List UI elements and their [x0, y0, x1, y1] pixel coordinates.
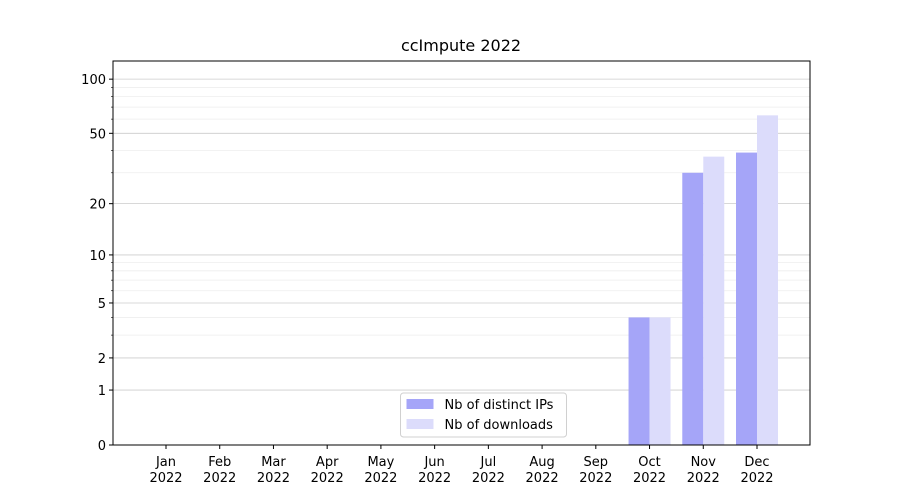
legend-label: Nb of downloads: [445, 418, 554, 433]
x-tick-label: Feb 2022: [203, 455, 236, 486]
legend-swatch: [406, 399, 434, 409]
plot-frame: [112, 60, 811, 446]
x-tick-label: Nov 2022: [687, 455, 720, 486]
x-tick-label: Apr 2022: [311, 455, 344, 486]
bar: [736, 152, 757, 445]
x-tick-label: Oct 2022: [633, 455, 666, 486]
x-tick-label: Dec 2022: [740, 455, 773, 486]
y-tick-label: 50: [89, 127, 106, 142]
y-tick-label: 0: [98, 439, 106, 454]
x-tick-label: Sep 2022: [579, 455, 612, 486]
y-tick-label: 1: [98, 384, 106, 399]
x-tick-label: May 2022: [364, 455, 397, 486]
x-tick-label: Mar 2022: [257, 455, 290, 486]
y-tick-label: 100: [81, 73, 106, 88]
x-tick-label: Jul 2022: [472, 455, 505, 486]
bar: [649, 317, 671, 445]
bar: [628, 317, 650, 445]
bar: [703, 156, 725, 445]
legend-swatch: [406, 419, 434, 429]
y-tick-label: 10: [89, 249, 106, 264]
y-tick-label: 5: [98, 297, 106, 312]
bar: [682, 172, 704, 445]
x-tick-label: Aug 2022: [526, 455, 559, 486]
y-tick-label: 2: [98, 352, 106, 367]
y-tick-label: 20: [89, 198, 106, 213]
x-tick-label: Jan 2022: [149, 455, 182, 486]
legend-label: Nb of distinct IPs: [445, 398, 554, 413]
legend-box: [400, 392, 567, 438]
bar: [757, 115, 778, 446]
chart-title: ccImpute 2022: [401, 36, 521, 55]
x-tick-label: Jun 2022: [418, 455, 451, 486]
